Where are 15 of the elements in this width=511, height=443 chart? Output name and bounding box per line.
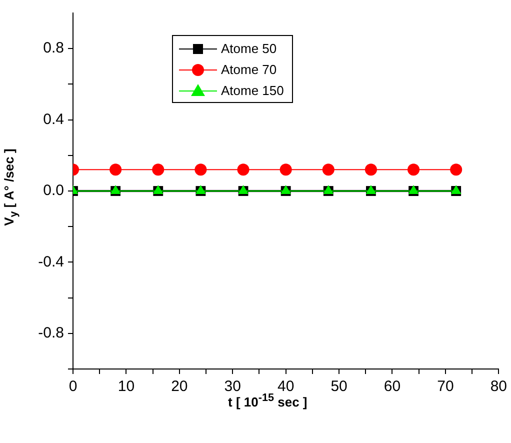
legend-label: Atome 70: [221, 62, 277, 77]
x-tick-label: 0: [68, 378, 78, 396]
y-tick-label: 0.0: [43, 182, 64, 200]
x-tick-label: 70: [437, 378, 454, 396]
y-tick-label: 0.4: [43, 110, 64, 128]
x-tick-label: 10: [118, 378, 135, 396]
x-tick-label: 20: [171, 378, 188, 396]
y-tick-label: -0.4: [38, 253, 64, 270]
legend-label: Atome 50: [221, 41, 277, 56]
x-tick-label: 80: [490, 378, 507, 396]
x-tick-label: 60: [384, 378, 401, 396]
x-tick-label: 50: [330, 378, 348, 396]
legend-label: Atome 150: [221, 83, 284, 98]
y-tick-label: 0.8: [43, 40, 64, 57]
y-tick-label: -0.8: [38, 324, 64, 342]
